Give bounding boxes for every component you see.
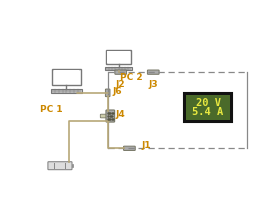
Text: 5.4 A: 5.4 A (192, 107, 224, 117)
Bar (107, 51, 130, 63)
FancyBboxPatch shape (106, 50, 131, 64)
FancyBboxPatch shape (147, 70, 159, 74)
FancyBboxPatch shape (48, 162, 72, 170)
Text: PC 1: PC 1 (40, 105, 63, 114)
Text: J2: J2 (116, 80, 125, 89)
Text: 20 V: 20 V (195, 98, 221, 108)
Text: J4: J4 (116, 110, 126, 119)
FancyBboxPatch shape (184, 93, 232, 122)
Bar (53, 70, 79, 84)
FancyBboxPatch shape (123, 146, 135, 150)
FancyBboxPatch shape (52, 89, 81, 93)
Text: J6: J6 (112, 87, 122, 96)
Text: J1: J1 (141, 141, 151, 150)
Bar (65, 163, 66, 169)
FancyBboxPatch shape (106, 110, 115, 122)
FancyBboxPatch shape (106, 67, 132, 71)
FancyBboxPatch shape (52, 69, 81, 85)
FancyBboxPatch shape (100, 114, 107, 118)
Text: J3: J3 (148, 80, 158, 89)
FancyBboxPatch shape (186, 95, 230, 120)
Text: PC 2: PC 2 (120, 73, 142, 82)
Bar (54, 163, 55, 169)
FancyBboxPatch shape (115, 70, 127, 74)
Bar (72, 164, 73, 167)
FancyBboxPatch shape (105, 89, 110, 97)
